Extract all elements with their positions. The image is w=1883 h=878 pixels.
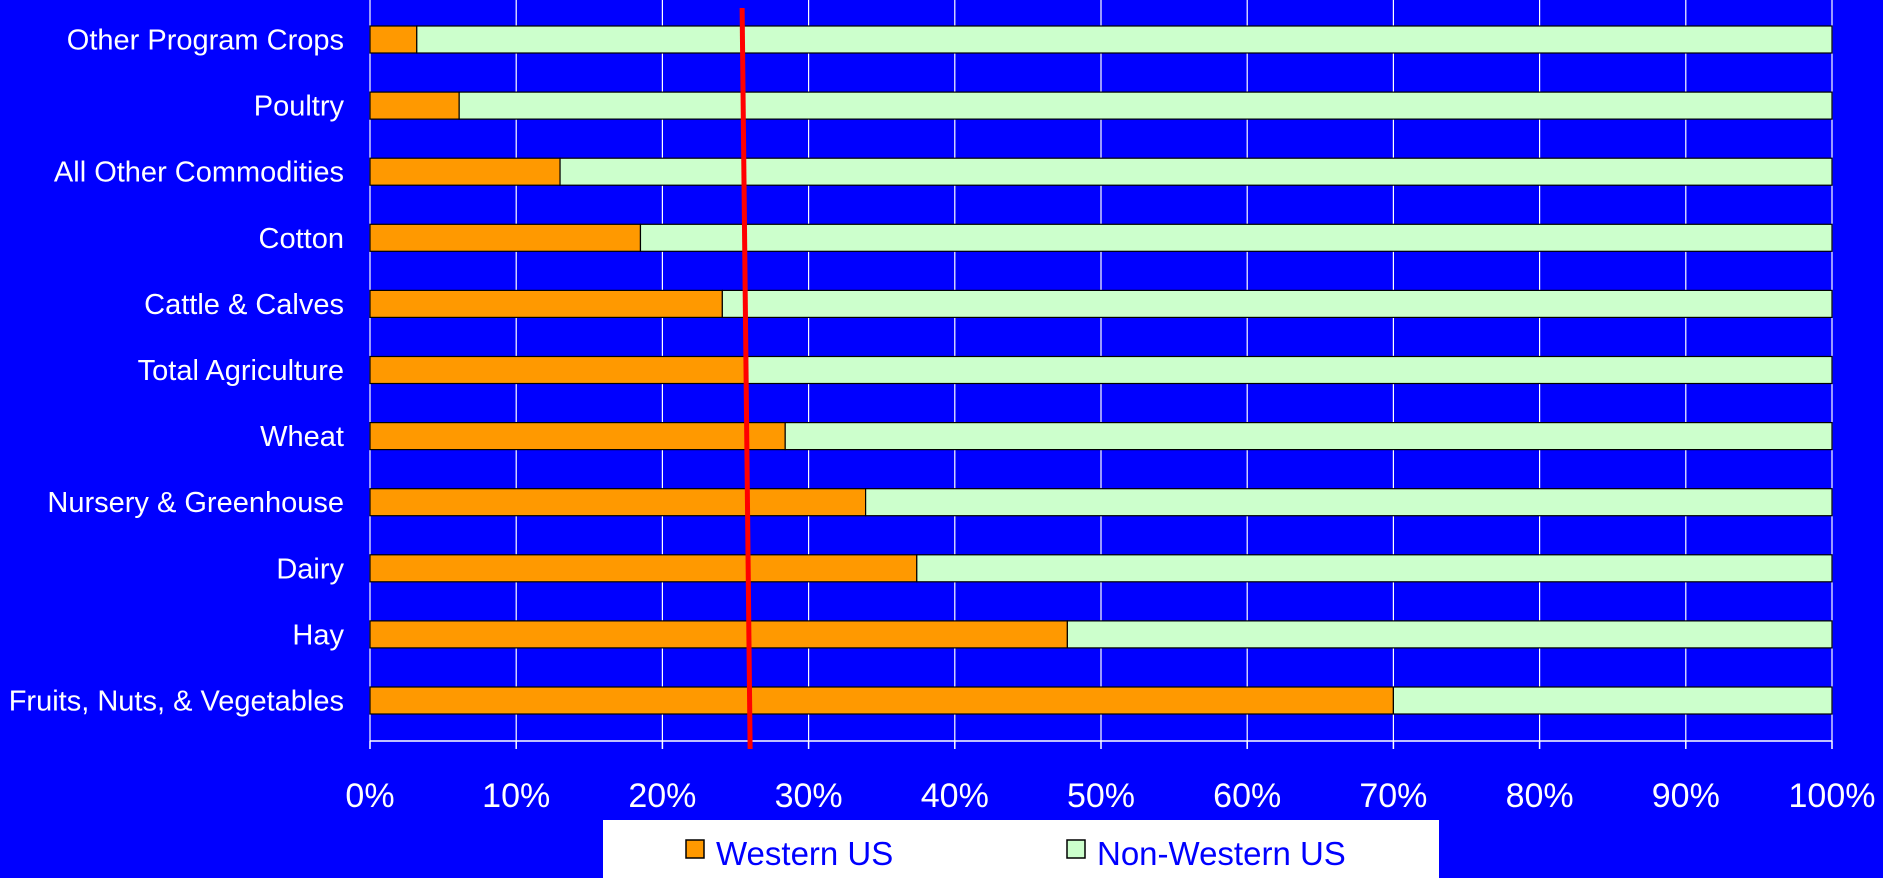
bar-non-western	[559, 157, 1833, 186]
bar-non-western	[416, 25, 1833, 54]
reference-line	[739, 7, 753, 750]
legend-label-western: Western US	[716, 835, 893, 872]
x-tick-label: 30%	[775, 777, 843, 815]
x-tick-label: 90%	[1652, 777, 1720, 815]
legend-swatch-non-western	[1066, 839, 1086, 859]
legend-label-non-western: Non-Western US	[1097, 835, 1346, 872]
legend-swatch-western	[685, 839, 705, 859]
category-label: Fruits, Nuts, & Vegetables	[9, 686, 344, 718]
bar-non-western	[784, 422, 1833, 451]
category-label: Wheat	[260, 421, 344, 453]
bar-non-western	[1066, 620, 1833, 649]
bar-non-western	[721, 289, 1833, 318]
category-label: Poultry	[254, 91, 345, 123]
bar-western	[369, 223, 642, 252]
bar-non-western	[865, 488, 1833, 517]
bar-western	[369, 355, 747, 385]
bar-western	[369, 686, 1395, 715]
bar-western	[369, 289, 723, 318]
bar-western	[369, 422, 786, 451]
category-label: Cotton	[259, 223, 344, 255]
x-tick-label: 40%	[921, 777, 989, 815]
x-tick-label: 10%	[482, 777, 550, 815]
bar-western	[369, 488, 867, 517]
bar-non-western	[639, 223, 1833, 252]
bar-non-western	[916, 554, 1833, 583]
bar-non-western	[1392, 686, 1833, 715]
x-tick-label: 20%	[628, 777, 696, 815]
bar-western	[369, 91, 460, 120]
category-label: Total Agriculture	[138, 355, 344, 387]
x-tick-label: 80%	[1506, 777, 1574, 815]
category-label: All Other Commodities	[54, 157, 344, 189]
category-label: Nursery & Greenhouse	[47, 487, 344, 519]
x-tick-label: 100%	[1789, 777, 1876, 815]
category-label: Cattle & Calves	[144, 289, 344, 321]
bar-non-western	[458, 91, 1833, 120]
x-tick-label: 50%	[1067, 777, 1135, 815]
bar-non-western	[745, 355, 1833, 385]
bar-western	[369, 554, 918, 583]
x-tick-label: 0%	[345, 777, 394, 815]
x-tick-label: 60%	[1213, 777, 1281, 815]
bar-western	[369, 25, 418, 54]
category-label: Hay	[292, 619, 344, 651]
bar-western	[369, 157, 561, 186]
category-label: Dairy	[276, 553, 344, 585]
bar-western	[369, 620, 1068, 649]
category-label: Other Program Crops	[67, 25, 344, 57]
x-tick-label: 70%	[1359, 777, 1427, 815]
legend-box	[603, 820, 1439, 878]
